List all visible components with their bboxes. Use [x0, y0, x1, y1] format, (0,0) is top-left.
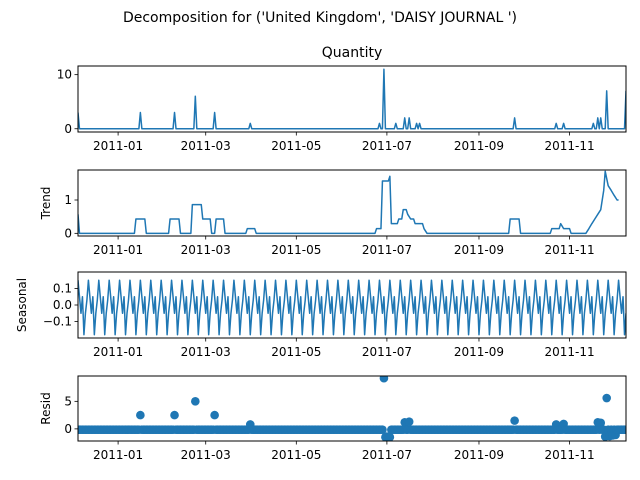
panel-resid: 2010-12-05: -0.152010-12-06: -0.152010-1…	[39, 375, 627, 462]
resid-point: 2011-02-22: 5	[191, 397, 200, 406]
y-tick-label: 0	[64, 422, 72, 436]
resid-point: 2011-12-09: -0.15	[621, 425, 626, 435]
resid-point: 2011-06-29: 9.2	[379, 376, 389, 383]
y-tick-label: −0.1	[43, 315, 72, 329]
y-tick-label: 0	[64, 122, 72, 136]
y-axis-label-trend: Trend	[39, 187, 53, 221]
x-tick-label: 2011-01	[93, 345, 143, 359]
resid-point: 2011-02-08: 2.5	[170, 410, 179, 420]
resid-point: 2011-07-03: -1.5	[385, 432, 395, 441]
x-tick-label: 2011-07	[362, 243, 412, 257]
x-tick-label: 2011-05	[271, 448, 321, 462]
y-axis-label-seasonal: Seasonal	[15, 278, 29, 332]
panel-title-observed: Quantity	[322, 45, 383, 61]
panel-observed: 0 10 2011-01 2011-03 2011-05 2011-07 2011-09 20…	[57, 45, 627, 153]
x-tick-label: 2011-03	[181, 243, 231, 257]
x-tick-label: 2011-01	[93, 139, 143, 153]
resid-point: 2011-11-22: 1.1	[596, 418, 606, 428]
x-tick-label: 2011-11	[544, 345, 594, 359]
x-tick-label: 2011-11	[544, 448, 594, 462]
resid-point: 2011-01-16: 2.5	[136, 410, 145, 420]
x-tick-label: 2011-09	[454, 345, 504, 359]
y-tick-label: 0	[64, 226, 72, 240]
resid-point: 2011-09-25: 1.5	[510, 416, 519, 425]
figure-title: Decomposition for ('United Kingdom', 'DA…	[123, 10, 517, 26]
y-tick-label: 5	[64, 394, 72, 408]
x-tick-label: 2011-09	[454, 243, 504, 257]
panel-seasonal: −0.1 0.0 0.1 2011-01 2011-03 2011-05 2011-07 20…	[15, 271, 627, 359]
y-tick-label: 0.1	[53, 282, 72, 296]
x-tick-label: 2011-05	[271, 345, 321, 359]
x-tick-label: 2011-01	[93, 243, 143, 257]
x-tick-label: 2011-05	[271, 243, 321, 257]
x-tick-label: 2011-11	[544, 139, 594, 153]
x-tick-label: 2011-07	[362, 139, 412, 153]
series-line-seasonal	[78, 279, 626, 336]
plot-area-observed	[78, 68, 626, 130]
resid-point: 2011-06-28: -0.15	[378, 425, 387, 435]
x-tick-label: 2011-11	[544, 243, 594, 257]
x-tick-label: 2011-01	[93, 448, 143, 462]
axes-frame-resid	[77, 375, 627, 442]
x-tick-label: 2011-05	[271, 139, 321, 153]
plot-area-seasonal	[78, 279, 626, 336]
x-tick-label: 2011-07	[362, 345, 412, 359]
x-tick-label: 2011-07	[362, 448, 412, 462]
series-line-trend	[78, 170, 619, 235]
axes-frame-observed	[77, 65, 627, 133]
y-tick-label: 0.0	[53, 298, 72, 312]
y-tick-label: 10	[57, 68, 72, 82]
y-tick-label: 1	[64, 193, 72, 207]
plot-area-resid: 2010-12-05: -0.152010-12-06: -0.152010-1…	[78, 376, 626, 441]
resid-point: 2011-07-16: 1.3	[404, 417, 414, 427]
series-line-observed	[78, 68, 626, 130]
axes-frame-trend	[77, 169, 627, 237]
panel-trend: 0 1 2011-01 2011-03 2011-05 2011-07 2011-09 201…	[39, 169, 627, 257]
x-tick-label: 2011-03	[181, 345, 231, 359]
resid-point: 2011-11-26: 5.6	[602, 393, 611, 403]
x-tick-label: 2011-09	[454, 448, 504, 462]
x-tick-label: 2011-09	[454, 139, 504, 153]
x-tick-label: 2011-03	[181, 139, 231, 153]
resid-point: 2011-03-07: 2.5	[210, 410, 219, 420]
x-tick-label: 2011-03	[181, 448, 231, 462]
plot-area-trend	[78, 170, 619, 235]
y-axis-label-resid: Resid	[39, 392, 53, 424]
